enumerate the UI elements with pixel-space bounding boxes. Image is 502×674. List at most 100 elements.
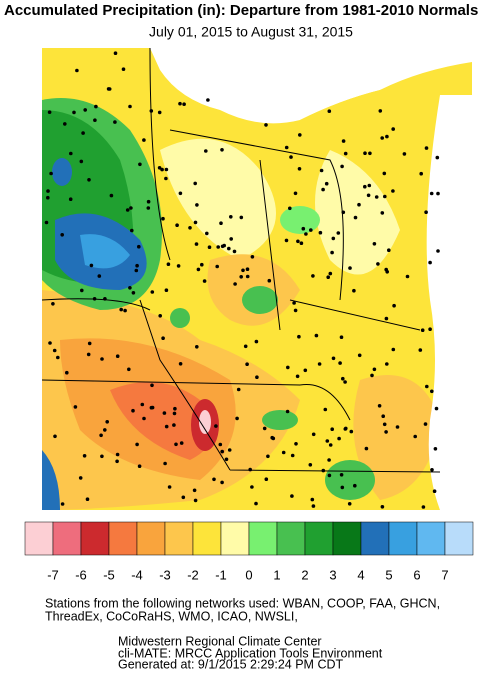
station-dot [295,374,300,379]
station-dot [166,262,171,267]
station-dot [325,439,330,443]
station-dot [250,254,255,259]
legend-tick-label: 0 [245,567,252,582]
station-dot [245,267,250,272]
station-dot [227,246,231,251]
credit: Generated at: 9/1/2015 2:29:24 PM CDT [118,657,343,669]
station-dot [121,67,126,71]
station-dot [193,498,198,503]
station-dot [86,352,91,357]
station-dot [214,424,218,428]
station-dot [267,278,272,283]
legend-swatch [248,521,278,556]
station-dot [292,301,296,305]
station-dot [338,361,342,365]
station-dot [423,422,428,426]
station-dot [174,442,178,447]
station-dot [181,495,186,500]
station-dot [382,171,387,176]
station-dot [326,275,331,280]
station-dot [308,463,313,467]
subtitle: July 01, 2015 to August 31, 2015 [149,24,353,40]
station-dot [385,362,389,366]
station-dot [100,454,104,459]
station-dot [160,167,164,172]
station-dot [127,367,131,372]
station-dot [433,447,438,451]
station-dot [129,206,133,210]
station-dot [150,405,155,410]
station-dot [348,266,352,270]
station-dot [245,362,249,367]
station-dot [99,433,103,438]
station-dot [202,279,207,283]
station-dot [310,497,315,502]
station-dot [254,339,259,344]
station-dot [137,464,142,469]
station-dot [176,264,181,268]
station-dot [378,109,383,113]
station-dot [290,453,295,458]
station-dot [425,384,429,389]
station-dot [128,104,132,109]
station-dot [220,148,224,152]
station-dot [92,297,97,301]
station-dot [188,226,192,230]
station-dot [60,233,64,237]
station-dot [405,274,410,279]
station-dot [193,181,197,186]
legend-swatch [192,521,222,556]
legend-tick-label: 5 [385,567,392,582]
station-dot [196,267,201,272]
station-dot [158,314,162,318]
station-dot [157,110,162,115]
station-dot [239,275,243,279]
legend-tick-label: -7 [47,567,59,582]
legend-swatch [416,521,446,556]
station-dot [241,268,245,273]
station-dot [115,452,120,457]
station-dot [227,448,232,452]
station-dot [161,336,165,341]
station-dot [135,263,139,268]
legend-tick-label: 4 [357,567,364,582]
legend-tick-label: 6 [413,567,420,582]
station-dot [341,139,346,143]
station-dot [178,191,183,196]
station-dot [138,162,142,167]
station-dot [81,131,85,135]
station-dot [193,220,198,225]
station-dot [218,442,223,447]
station-dot [56,355,60,360]
station-dot [318,230,323,235]
station-dot [239,215,244,220]
station-dot [311,274,315,278]
station-dot [65,370,69,375]
legend-tick-label: -3 [159,567,171,582]
station-dot [51,302,55,306]
legend-swatch [304,521,334,556]
station-dot [79,159,84,164]
station-dot [106,87,111,91]
station-dot [131,408,135,413]
station-dot [298,133,302,137]
station-dot [103,428,107,432]
station-dot [384,430,388,434]
station-dot [178,362,183,366]
station-dot [366,193,371,198]
station-dot [299,241,304,245]
station-dot [128,286,132,290]
station-dot [339,335,344,340]
station-dot [424,146,429,150]
station-dot [46,189,50,193]
station-dot [146,206,151,210]
station-dot [69,151,73,156]
legend-swatch [136,521,166,556]
station-dot [119,307,123,312]
credit: cli-MATE: MRCC Application Tools Environ… [118,646,383,660]
station-dot [435,155,440,160]
station-dot [284,238,289,243]
legend-tick-label: 1 [273,567,280,582]
station-dot [284,145,289,150]
